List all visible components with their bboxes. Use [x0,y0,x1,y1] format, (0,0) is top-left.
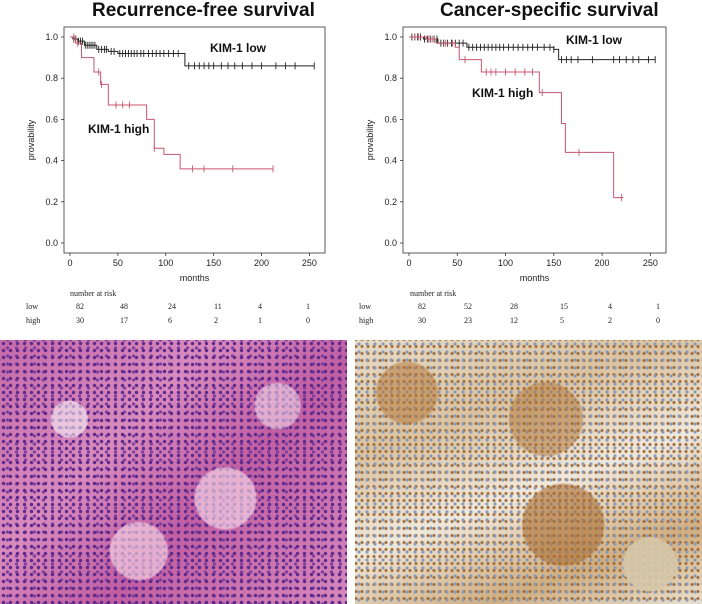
risk-cell: 1 [306,302,310,311]
x-tick-label: 150 [546,258,561,268]
x-axis-title: months [180,273,210,283]
x-tick-label: 50 [113,258,123,268]
risk-cell: 0 [306,316,310,325]
x-tick-label: 0 [406,258,411,268]
risk-cell: 5 [560,316,564,325]
risk-cell: 28 [510,302,518,311]
km-curve-low [409,36,656,61]
y-tick-label: 0.0 [384,238,397,248]
y-tick-label: 0.4 [384,156,397,166]
risk-cell: 1 [656,302,660,311]
risk-cell: 4 [608,302,612,311]
risk-row-label: high [359,316,374,325]
km-plot-0: 0.0 0.2 0.4 0.6 0.8 1.0 0 50 100 150 200 250 months p… [26,26,326,283]
x-tick-label: 200 [254,258,269,268]
risk-cell: 48 [120,302,128,311]
risk-row-label: low [359,302,371,311]
km-plot-1: 0.0 0.2 0.4 0.6 0.8 1.0 0 50 100 150 200 250 months p… [365,26,667,283]
y-tick-label: 0.6 [384,114,397,124]
risk-cell: 11 [214,302,222,311]
y-tick-label: 1.0 [384,32,397,42]
y-tick-label: 0.2 [45,197,58,207]
risk-cell: 4 [258,302,262,311]
plot-frame [63,26,326,254]
risk-row-label: high [26,316,41,325]
risk-cell: 2 [608,316,612,325]
chart-title-cancer-specific: Cancer-specific survival [440,0,659,21]
risk-cell: 30 [418,316,426,325]
risk-cell: 0 [656,316,660,325]
chart-title-recurrence-free: Recurrence-free survival [92,0,315,21]
x-tick-label: 250 [302,258,317,268]
y-tick-label: 0.6 [45,114,58,124]
y-tick-label: 0.4 [45,156,58,166]
group-label-low: KIM-1 low [210,41,267,55]
y-tick-label: 0.2 [384,197,397,207]
x-tick-label: 0 [67,258,72,268]
risk-table-header: number at risk [410,289,457,298]
x-tick-label: 50 [452,258,462,268]
risk-cell: 52 [464,302,472,311]
risk-cell: 15 [560,302,568,311]
plot-frame [402,26,667,254]
x-axis-title: months [520,273,550,283]
group-label-high: KIM-1 high [88,122,149,136]
risk-cell: 30 [76,316,84,325]
group-label-high: KIM-1 high [472,86,533,100]
y-tick-label: 0.0 [45,238,58,248]
y-axis-title: provability [26,119,36,160]
x-tick-label: 100 [158,258,173,268]
km-charts: 0.0 0.2 0.4 0.6 0.8 1.0 0 50 100 150 200 250 months p… [26,26,667,283]
group-label-low: KIM-1 low [566,33,623,47]
x-tick-label: 150 [206,258,221,268]
risk-cell: 23 [464,316,472,325]
km-curve-high [409,36,624,199]
risk-cell: 6 [168,316,172,325]
risk-table-header: number at risk [70,289,117,298]
km-curve-high [70,36,274,170]
risk-cell: 24 [168,302,176,311]
risk-cell: 1 [258,316,262,325]
risk-cell: 82 [418,302,426,311]
risk-cell: 2 [214,316,218,325]
risk-cell: 17 [120,316,128,325]
risk-cell: 82 [76,302,84,311]
x-tick-label: 250 [643,258,658,268]
y-tick-label: 0.8 [384,73,397,83]
risk-cell: 12 [510,316,518,325]
y-tick-label: 0.8 [45,73,58,83]
x-tick-label: 200 [595,258,610,268]
he-stain-micrograph [0,340,347,604]
y-axis-title: provability [365,119,375,160]
y-tick-label: 1.0 [45,32,58,42]
kim1-ihc-micrograph [355,340,702,604]
x-tick-label: 100 [498,258,513,268]
risk-row-label: low [26,302,38,311]
